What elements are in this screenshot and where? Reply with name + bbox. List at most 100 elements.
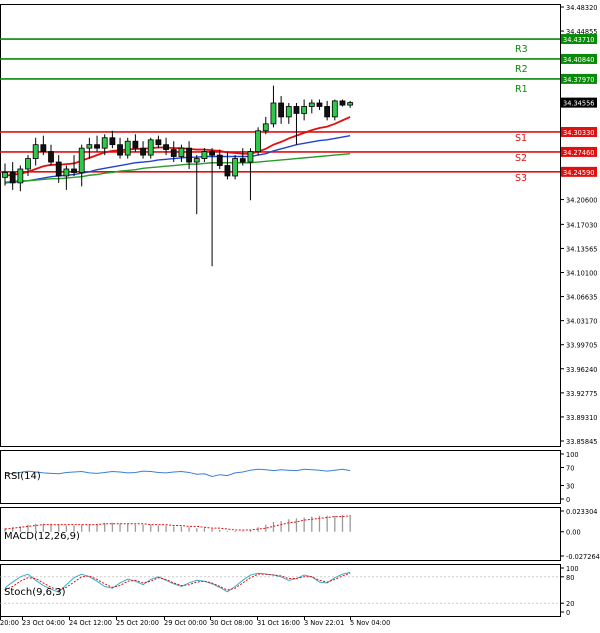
candle[interactable]: [40, 135, 47, 156]
candle[interactable]: [32, 137, 39, 166]
candle-body: [109, 137, 116, 146]
candle-body: [293, 106, 300, 114]
moving-average-line: [4, 134, 351, 184]
candle-body: [32, 144, 39, 159]
level-value-box: [561, 126, 597, 137]
price-tick-label: 33.89310: [566, 414, 597, 422]
price-tick-label: 34.48320: [566, 4, 597, 12]
candle-body: [216, 154, 223, 166]
candle-body: [239, 158, 246, 163]
candle[interactable]: [331, 99, 338, 121]
candle-body: [178, 147, 185, 157]
moving-average-line: [4, 153, 351, 183]
candle[interactable]: [324, 100, 331, 121]
current-price-label: 34.34556: [563, 100, 594, 108]
price-tick-label: 33.85845: [566, 438, 597, 446]
candle[interactable]: [48, 144, 54, 166]
price-tick-label: 33.92775: [566, 390, 597, 398]
time-tick-label: 31 Oct 16:00: [257, 619, 300, 627]
candle[interactable]: [193, 155, 200, 215]
level-value-label: 34.40840: [563, 56, 594, 64]
level-name-r1: R1: [515, 84, 528, 95]
stoch-label: Stoch(9,6,3): [4, 587, 66, 598]
candle[interactable]: [301, 99, 308, 121]
candle[interactable]: [255, 127, 262, 156]
candle[interactable]: [25, 155, 31, 176]
candle[interactable]: [308, 99, 315, 114]
candle[interactable]: [132, 134, 139, 152]
candle[interactable]: [63, 165, 70, 190]
candle-body: [316, 102, 323, 107]
macd-signal-line: [4, 515, 351, 531]
candle-body: [63, 168, 70, 177]
candle[interactable]: [109, 130, 116, 149]
candle[interactable]: [262, 116, 269, 135]
candle[interactable]: [285, 103, 292, 124]
macd-tick-label: 0.00: [566, 529, 581, 537]
candle[interactable]: [186, 141, 192, 169]
time-tick-label: 30 Oct 08:00: [210, 619, 253, 627]
candle[interactable]: [316, 99, 323, 110]
candle-body: [2, 172, 8, 178]
candle-body: [55, 161, 62, 177]
candle[interactable]: [155, 135, 162, 149]
candle-body: [140, 147, 146, 156]
candle[interactable]: [293, 103, 300, 145]
candle-body: [86, 144, 93, 149]
candle[interactable]: [94, 135, 100, 152]
candle[interactable]: [117, 137, 123, 159]
candle[interactable]: [101, 134, 108, 156]
candle[interactable]: [86, 137, 93, 159]
rsi-line: [4, 468, 351, 478]
candle[interactable]: [347, 100, 354, 108]
candle-body: [124, 140, 131, 156]
level-value-label: 34.24590: [563, 169, 594, 177]
candle[interactable]: [55, 155, 62, 183]
candle[interactable]: [140, 141, 146, 159]
stoch-tick-label: 20: [566, 600, 574, 608]
candle[interactable]: [232, 155, 239, 180]
level-name-s3: S3: [515, 173, 527, 184]
stoch-pane[interactable]: [0, 564, 561, 617]
level-value-label: 34.43710: [563, 36, 594, 44]
candle[interactable]: [239, 148, 246, 166]
candle[interactable]: [2, 163, 8, 186]
candle[interactable]: [170, 141, 177, 163]
candle-body: [9, 172, 16, 184]
candle[interactable]: [270, 85, 277, 128]
candle-body: [324, 106, 331, 118]
candle[interactable]: [71, 155, 77, 176]
candle[interactable]: [78, 144, 85, 187]
price-tick-label: 34.06635: [566, 294, 597, 302]
candle[interactable]: [224, 151, 231, 180]
rsi-tick-label: 30: [566, 483, 574, 491]
candle[interactable]: [147, 137, 154, 159]
time-tick-label: 20:00: [0, 619, 19, 627]
candle-body: [270, 102, 277, 125]
candle[interactable]: [339, 99, 346, 107]
candle-body: [78, 147, 85, 173]
rsi-tick-label: 0: [566, 496, 570, 504]
stoch-tick-label: 100: [566, 565, 579, 573]
candle[interactable]: [216, 149, 223, 169]
price-pane[interactable]: [0, 4, 561, 447]
candle-body: [132, 140, 139, 149]
candle[interactable]: [17, 165, 24, 192]
candle[interactable]: [209, 148, 215, 267]
moving-average-line: [4, 116, 351, 177]
candle[interactable]: [9, 162, 16, 190]
candle[interactable]: [124, 137, 131, 159]
candle[interactable]: [278, 96, 285, 124]
macd-pane[interactable]: [0, 507, 561, 561]
candle[interactable]: [201, 148, 208, 163]
candle-body: [278, 102, 285, 118]
rsi-pane[interactable]: [0, 450, 561, 504]
candle-body: [48, 151, 54, 163]
candle[interactable]: [247, 148, 254, 201]
candle[interactable]: [163, 137, 169, 156]
candle[interactable]: [178, 144, 185, 163]
rsi-tick-label: 100: [566, 451, 579, 459]
stoch-tick-label: 0: [566, 609, 570, 617]
